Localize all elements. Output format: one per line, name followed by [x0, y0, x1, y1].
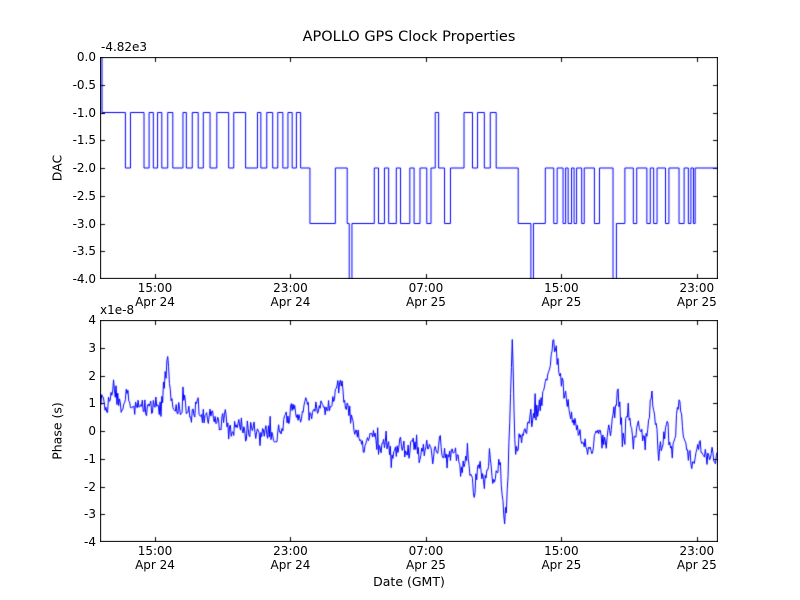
dac-offset-label: -4.82e3	[101, 40, 148, 54]
y-tick-label: -4.0	[72, 272, 96, 286]
x-tick-label: 07:00 Apr 25	[406, 544, 446, 572]
y-tick-label: -3.0	[72, 216, 96, 231]
y-tick-label: -2.5	[72, 188, 96, 203]
chart-title: APOLLO GPS Clock Properties	[302, 29, 516, 45]
x-tick-label: 23:00 Apr 24	[270, 281, 311, 309]
x-tick-label: 15:00 Apr 25	[541, 544, 582, 572]
y-tick-label: -2.0	[72, 161, 96, 175]
y-tick-label: -1.0	[72, 105, 96, 120]
x-tick-label: 15:00 Apr 24	[135, 281, 175, 309]
y-tick-label: -3.5	[72, 244, 96, 259]
y-tick-label: 1	[88, 396, 96, 411]
dac-plot-canvas	[100, 57, 718, 279]
y-tick-label: 0	[88, 424, 96, 438]
y-tick-label: 3	[88, 340, 96, 355]
x-tick-label: 23:00 Apr 25	[676, 544, 717, 572]
x-tick-label: 15:00 Apr 24	[135, 544, 175, 572]
y-tick-label: -0.5	[72, 77, 96, 92]
y-tick-label: -1	[84, 451, 96, 466]
y-tick-label: -4	[84, 535, 96, 549]
y-tick-label: -3	[84, 507, 96, 522]
x-axis-label: Date (GMT)	[373, 574, 445, 589]
x-tick-label: 15:00 Apr 25	[541, 281, 582, 309]
y-tick-label: 2	[88, 368, 96, 383]
phase-offset-label: x1e-8	[100, 303, 135, 317]
x-tick-label: 23:00 Apr 24	[270, 544, 311, 572]
y-tick-label: 0.0	[76, 50, 96, 64]
y-tick-label: -2	[84, 479, 96, 494]
y-tick-label: 4	[88, 313, 96, 327]
x-tick-label: 07:00 Apr 25	[406, 281, 446, 309]
x-tick-label: 23:00 Apr 25	[676, 281, 717, 309]
phase-plot-canvas	[100, 320, 718, 542]
y-tick-label: -1.5	[72, 133, 96, 148]
